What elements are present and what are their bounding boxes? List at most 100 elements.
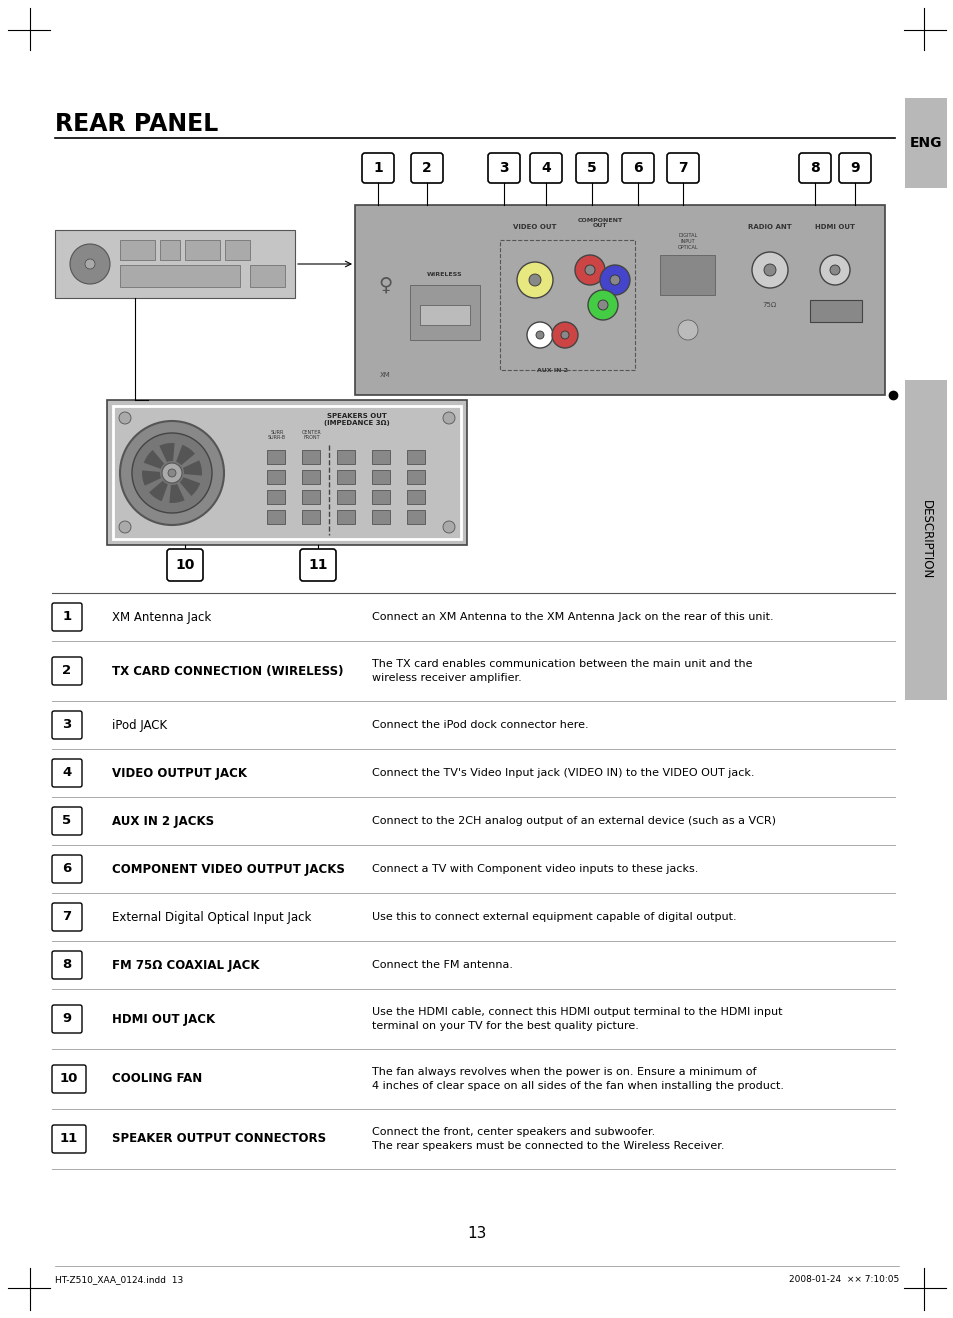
Text: COMPONENT VIDEO OUTPUT JACKS: COMPONENT VIDEO OUTPUT JACKS — [112, 862, 345, 875]
Bar — [267, 449, 285, 464]
Bar — [112, 406, 460, 539]
Bar — [120, 240, 154, 260]
Text: DESCRIPTION: DESCRIPTION — [919, 501, 931, 580]
Text: 1: 1 — [62, 610, 71, 623]
Wedge shape — [149, 481, 168, 501]
Text: DIGITAL
INPUT
OPTICAL: DIGITAL INPUT OPTICAL — [677, 233, 698, 250]
Text: Use this to connect external equipment capable of digital output.: Use this to connect external equipment c… — [372, 912, 736, 923]
Text: Use the HDMI cable, connect this HDMI output terminal to the HDMI input
terminal: Use the HDMI cable, connect this HDMI ou… — [372, 1007, 781, 1031]
Text: 10: 10 — [60, 1073, 78, 1086]
Wedge shape — [179, 477, 200, 496]
FancyBboxPatch shape — [361, 153, 394, 183]
FancyBboxPatch shape — [52, 952, 82, 979]
FancyBboxPatch shape — [52, 656, 82, 685]
Bar — [225, 240, 250, 260]
FancyBboxPatch shape — [799, 153, 830, 183]
FancyBboxPatch shape — [167, 550, 203, 581]
Text: 13: 13 — [467, 1226, 486, 1240]
Wedge shape — [142, 471, 161, 485]
Bar — [659, 254, 714, 295]
Text: 11: 11 — [60, 1132, 78, 1145]
Bar — [302, 490, 319, 503]
Bar — [336, 490, 355, 503]
Text: 3: 3 — [498, 161, 508, 175]
Circle shape — [560, 331, 568, 339]
Bar — [809, 301, 862, 322]
FancyBboxPatch shape — [838, 153, 870, 183]
Text: HT-Z510_XAA_0124.indd  13: HT-Z510_XAA_0124.indd 13 — [55, 1276, 183, 1285]
Text: CENTER
FRONT: CENTER FRONT — [302, 430, 321, 440]
Text: The TX card enables communication between the main unit and the
wireless receive: The TX card enables communication betwee… — [372, 659, 752, 683]
Text: 4: 4 — [62, 767, 71, 779]
Bar — [160, 240, 180, 260]
Circle shape — [132, 434, 212, 513]
FancyBboxPatch shape — [621, 153, 654, 183]
Bar — [107, 399, 467, 546]
FancyBboxPatch shape — [52, 759, 82, 787]
FancyBboxPatch shape — [52, 1126, 86, 1153]
Text: AUX IN 2: AUX IN 2 — [537, 368, 568, 373]
Text: VIDEO OUT: VIDEO OUT — [513, 224, 557, 231]
Circle shape — [517, 262, 553, 298]
Bar — [904, 380, 946, 700]
Text: XM Antenna Jack: XM Antenna Jack — [112, 610, 211, 623]
FancyBboxPatch shape — [52, 604, 82, 631]
Bar — [120, 265, 240, 287]
Text: ENG: ENG — [909, 136, 942, 150]
FancyBboxPatch shape — [666, 153, 699, 183]
Circle shape — [552, 322, 578, 348]
Circle shape — [751, 252, 787, 289]
Bar — [267, 490, 285, 503]
Text: Connect to the 2CH analog output of an external device (such as a VCR): Connect to the 2CH analog output of an e… — [372, 816, 775, 826]
FancyBboxPatch shape — [488, 153, 519, 183]
Text: 4: 4 — [540, 161, 550, 175]
Bar — [407, 449, 424, 464]
Text: 9: 9 — [849, 161, 859, 175]
Text: 2: 2 — [421, 161, 432, 175]
Bar — [267, 471, 285, 484]
Text: 9: 9 — [62, 1012, 71, 1025]
FancyBboxPatch shape — [52, 1006, 82, 1033]
Circle shape — [442, 413, 455, 424]
Bar — [336, 449, 355, 464]
Circle shape — [529, 274, 540, 286]
Circle shape — [162, 463, 182, 482]
Circle shape — [119, 413, 131, 424]
Text: The fan always revolves when the power is on. Ensure a minimum of
4 inches of cl: The fan always revolves when the power i… — [372, 1068, 783, 1090]
Text: 7: 7 — [62, 911, 71, 924]
Text: SPEAKERS OUT
(IMPEDANCE 3Ω): SPEAKERS OUT (IMPEDANCE 3Ω) — [324, 414, 390, 427]
Bar — [372, 490, 390, 503]
Text: 75Ω: 75Ω — [762, 302, 777, 308]
Circle shape — [599, 265, 629, 295]
Text: WIRELESS: WIRELESS — [427, 272, 462, 277]
Text: External Digital Optical Input Jack: External Digital Optical Input Jack — [112, 911, 311, 924]
Text: 10: 10 — [175, 558, 194, 572]
Circle shape — [575, 254, 604, 285]
FancyBboxPatch shape — [52, 807, 82, 836]
Circle shape — [678, 320, 698, 340]
Circle shape — [598, 301, 607, 310]
FancyBboxPatch shape — [52, 710, 82, 739]
Bar — [499, 240, 635, 370]
Text: XM: XM — [379, 372, 390, 378]
Text: AUX IN 2 JACKS: AUX IN 2 JACKS — [112, 815, 213, 828]
Text: 11: 11 — [308, 558, 328, 572]
Text: Connect the front, center speakers and subwoofer.
The rear speakers must be conn: Connect the front, center speakers and s… — [372, 1127, 723, 1151]
Text: HDMI OUT JACK: HDMI OUT JACK — [112, 1012, 214, 1025]
Wedge shape — [183, 460, 202, 476]
Text: 7: 7 — [678, 161, 687, 175]
Text: Connect a TV with Component video inputs to these jacks.: Connect a TV with Component video inputs… — [372, 865, 698, 874]
Text: RADIO ANT: RADIO ANT — [747, 224, 791, 231]
Circle shape — [168, 469, 175, 477]
Bar — [336, 471, 355, 484]
Bar — [267, 510, 285, 525]
Bar — [336, 510, 355, 525]
Bar — [407, 490, 424, 503]
Circle shape — [763, 264, 775, 275]
Wedge shape — [159, 443, 174, 463]
Text: 8: 8 — [62, 958, 71, 971]
Bar — [372, 471, 390, 484]
Text: HDMI OUT: HDMI OUT — [814, 224, 854, 231]
Circle shape — [587, 290, 618, 320]
Bar — [372, 510, 390, 525]
